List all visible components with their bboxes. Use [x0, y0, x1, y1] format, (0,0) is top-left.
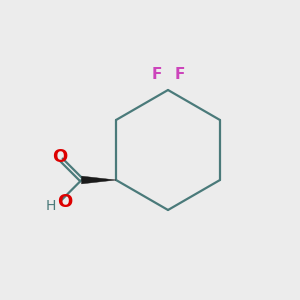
Text: H: H	[46, 199, 56, 213]
Polygon shape	[82, 176, 116, 184]
Text: O: O	[57, 193, 72, 211]
Text: F: F	[152, 67, 162, 82]
Text: O: O	[52, 148, 68, 166]
Text: F: F	[174, 67, 184, 82]
